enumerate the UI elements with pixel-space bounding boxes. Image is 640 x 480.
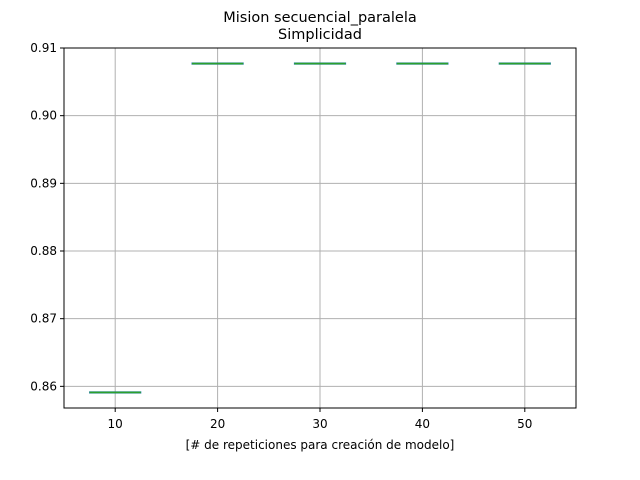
y-tick-label: 0.88 — [30, 244, 57, 258]
y-tick-label: 0.91 — [30, 41, 57, 55]
grid-layer — [64, 47, 576, 408]
y-tick-label: 0.89 — [30, 176, 57, 190]
x-tick-label: 40 — [415, 417, 430, 431]
y-tick-label: 0.87 — [30, 312, 57, 326]
x-tick-label: 30 — [312, 417, 327, 431]
y-tick-label: 0.86 — [30, 379, 57, 393]
x-tick-label: 20 — [210, 417, 225, 431]
tick-layer: 10 20 30 40 50 0.86 0.87 0.88 0.89 0.90 0.91 — [30, 41, 532, 431]
x-axis-label: [# de repeticiones para creación de mode… — [186, 438, 455, 452]
y-tick-label: 0.90 — [30, 109, 57, 123]
data-layer — [89, 62, 551, 394]
x-tick-label: 10 — [108, 417, 123, 431]
x-tick-label: 50 — [517, 417, 532, 431]
chart-title-line-1: Mision secuencial_paralela — [223, 10, 417, 26]
chart-title-line-2: Simplicidad — [278, 27, 362, 43]
